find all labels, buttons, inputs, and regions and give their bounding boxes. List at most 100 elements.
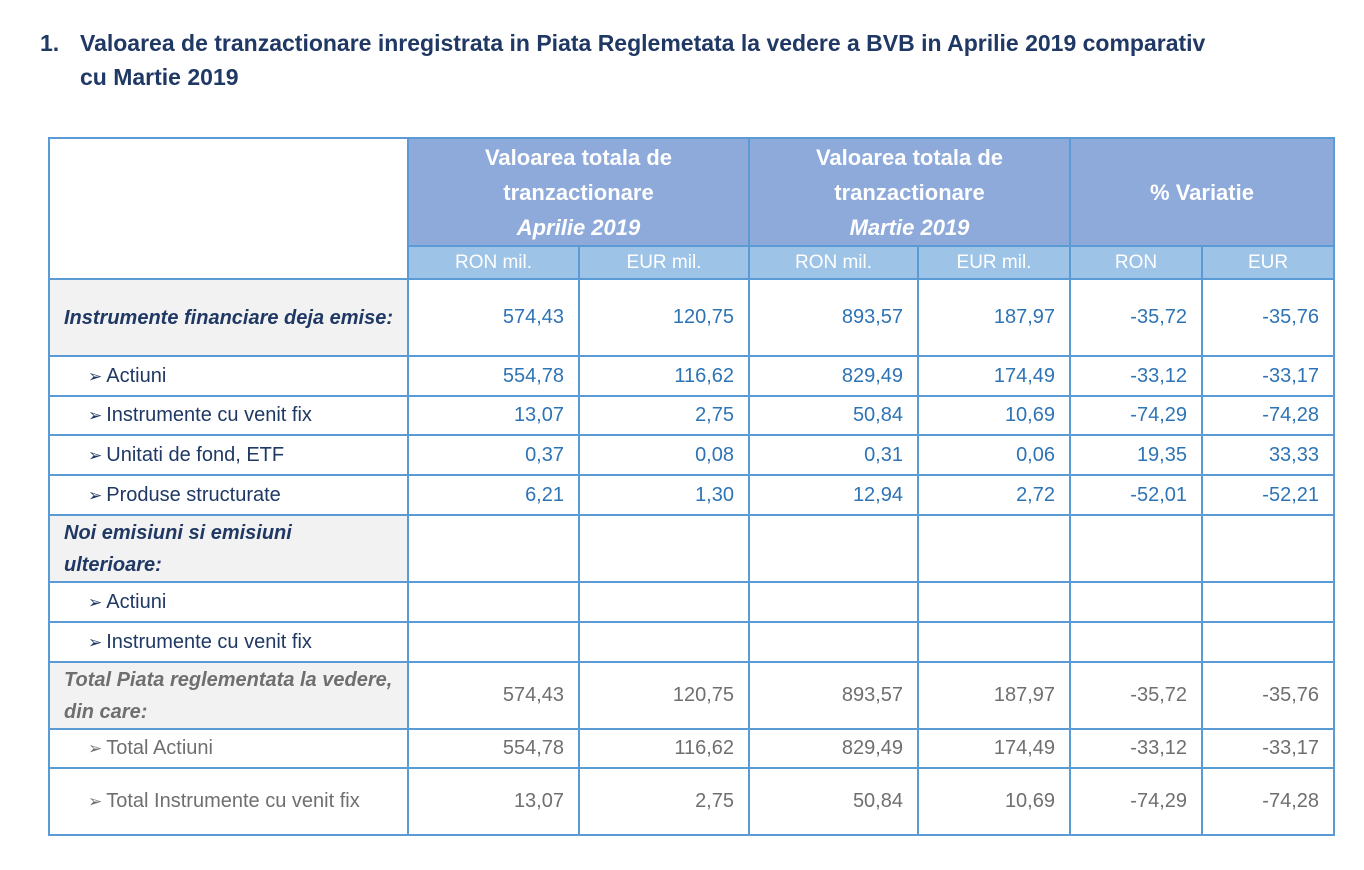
value-cell: -33,12	[1069, 355, 1203, 397]
heading-line1: Valoarea de tranzactionare inregistrata …	[80, 30, 1206, 56]
row-label: Total Piata reglementata la vedere, din …	[48, 661, 409, 730]
value-cell	[578, 514, 750, 583]
table-row: ➢ Actiuni 554,78 116,62 829,49 174,49 -33,12 -3…	[48, 355, 1335, 397]
row-label: ➢ Instrumente cu venit fix	[48, 395, 409, 436]
table-row: ➢ Actiuni	[48, 581, 1335, 623]
table-row: ➢ Instrumente cu venit fix	[48, 621, 1335, 663]
value-cell: -33,12	[1069, 728, 1203, 769]
row-label-text: Total Actiuni	[106, 737, 213, 759]
value-cell: 6,21	[407, 474, 580, 516]
value-cell: 2,75	[578, 395, 750, 436]
value-cell: 2,75	[578, 767, 750, 836]
table-row: ➢ Total Instrumente cu venit fix 13,07 2,75…	[48, 767, 1335, 836]
value-cell: -35,76	[1201, 278, 1335, 357]
value-cell: -74,28	[1201, 767, 1335, 836]
value-cell: 829,49	[748, 355, 919, 397]
arrow-bullet-icon: ➢	[88, 366, 103, 386]
value-cell: -33,17	[1201, 355, 1335, 397]
value-cell: 10,69	[917, 767, 1071, 836]
row-label-text: Noi emisiuni si emisiuni ulterioare:	[64, 521, 292, 576]
value-cell: 50,84	[748, 395, 919, 436]
row-label-text: Instrumente cu venit fix	[106, 630, 312, 653]
value-cell: 116,62	[578, 355, 750, 397]
group-header-line: tranzactionare	[503, 179, 654, 205]
group-header-april: Valoarea totala de tranzactionare Aprili…	[407, 137, 750, 247]
value-cell: 50,84	[748, 767, 919, 836]
table-row: Total Piata reglementata la vedere, din …	[48, 661, 1335, 730]
value-cell	[578, 581, 750, 623]
arrow-bullet-icon: ➢	[88, 406, 103, 425]
corner-cell	[48, 137, 409, 280]
value-cell: 554,78	[407, 355, 580, 397]
row-label: ➢ Total Instrumente cu venit fix	[48, 767, 409, 836]
row-label: ➢ Produse structurate	[48, 474, 409, 516]
value-cell: 829,49	[748, 728, 919, 769]
row-label-text: Total Instrumente cu venit fix	[106, 790, 360, 812]
group-header-line: % Variatie	[1150, 179, 1254, 205]
row-label-text: Instrumente cu venit fix	[106, 404, 312, 426]
value-cell: 0,37	[407, 434, 580, 476]
group-header-march: Valoarea totala de tranzactionare Martie…	[748, 137, 1071, 247]
value-cell: 120,75	[578, 661, 750, 730]
value-cell	[407, 621, 580, 663]
arrow-bullet-icon: ➢	[88, 632, 103, 652]
value-cell	[917, 514, 1071, 583]
subheader-0: RON mil.	[407, 245, 580, 280]
value-cell: 174,49	[917, 355, 1071, 397]
heading-line2: cu Martie 2019	[80, 64, 239, 90]
arrow-bullet-icon: ➢	[88, 592, 103, 612]
section-heading: 1. Valoarea de tranzactionare inregistrat…	[40, 26, 1350, 94]
row-label-text: Instrumente financiare deja emise:	[64, 306, 394, 329]
value-cell: 1,30	[578, 474, 750, 516]
table-row: ➢ Unitati de fond, ETF 0,37 0,08 0,31 0,06 19,…	[48, 434, 1335, 476]
value-cell: 13,07	[407, 395, 580, 436]
table-row: ➢ Produse structurate 6,21 1,30 12,94 2,72 -52…	[48, 474, 1335, 516]
value-cell: -52,01	[1069, 474, 1203, 516]
row-label: ➢ Unitati de fond, ETF	[48, 434, 409, 476]
row-label: ➢ Actiuni	[48, 581, 409, 623]
value-cell: 0,08	[578, 434, 750, 476]
value-cell: 893,57	[748, 278, 919, 357]
row-label: Noi emisiuni si emisiuni ulterioare:	[48, 514, 409, 583]
value-cell: -74,29	[1069, 767, 1203, 836]
group-header-line: Valoarea totala de	[484, 144, 673, 170]
value-cell: -52,21	[1201, 474, 1335, 516]
value-cell: 33,33	[1201, 434, 1335, 476]
subheader-5: EUR	[1201, 245, 1335, 280]
table-row: ➢ Instrumente cu venit fix 13,07 2,75 50,84 1…	[48, 395, 1335, 436]
subheader-2: RON mil.	[748, 245, 919, 280]
value-cell: 893,57	[748, 661, 919, 730]
arrow-bullet-icon: ➢	[88, 739, 103, 758]
value-cell	[407, 514, 580, 583]
value-cell	[917, 581, 1071, 623]
value-cell: 187,97	[917, 278, 1071, 357]
value-cell	[578, 621, 750, 663]
subheader-1: EUR mil.	[578, 245, 750, 280]
value-cell	[917, 621, 1071, 663]
value-cell: 120,75	[578, 278, 750, 357]
row-label: Instrumente financiare deja emise:	[48, 278, 409, 357]
value-cell: 554,78	[407, 728, 580, 769]
value-cell: 10,69	[917, 395, 1071, 436]
value-cell: -35,76	[1201, 661, 1335, 730]
row-label-text: Unitati de fond, ETF	[106, 443, 285, 466]
value-cell: 574,43	[407, 278, 580, 357]
value-cell	[1069, 581, 1203, 623]
value-cell: 0,31	[748, 434, 919, 476]
row-label: ➢ Total Actiuni	[48, 728, 409, 769]
value-cell	[1201, 514, 1335, 583]
row-label-text: Produse structurate	[106, 483, 281, 506]
group-header-line: tranzactionare	[834, 179, 985, 205]
value-cell	[1201, 621, 1335, 663]
heading-number: 1.	[40, 30, 60, 56]
group-header-period: Aprilie 2019	[516, 214, 641, 240]
table-row: Noi emisiuni si emisiuni ulterioare:	[48, 514, 1335, 583]
row-label-text: Actiuni	[106, 590, 167, 613]
value-cell	[1201, 581, 1335, 623]
subheader-3: EUR mil.	[917, 245, 1071, 280]
value-cell: 187,97	[917, 661, 1071, 730]
value-cell	[748, 514, 919, 583]
arrow-bullet-icon: ➢	[88, 485, 103, 505]
value-cell: 174,49	[917, 728, 1071, 769]
value-cell: -35,72	[1069, 278, 1203, 357]
